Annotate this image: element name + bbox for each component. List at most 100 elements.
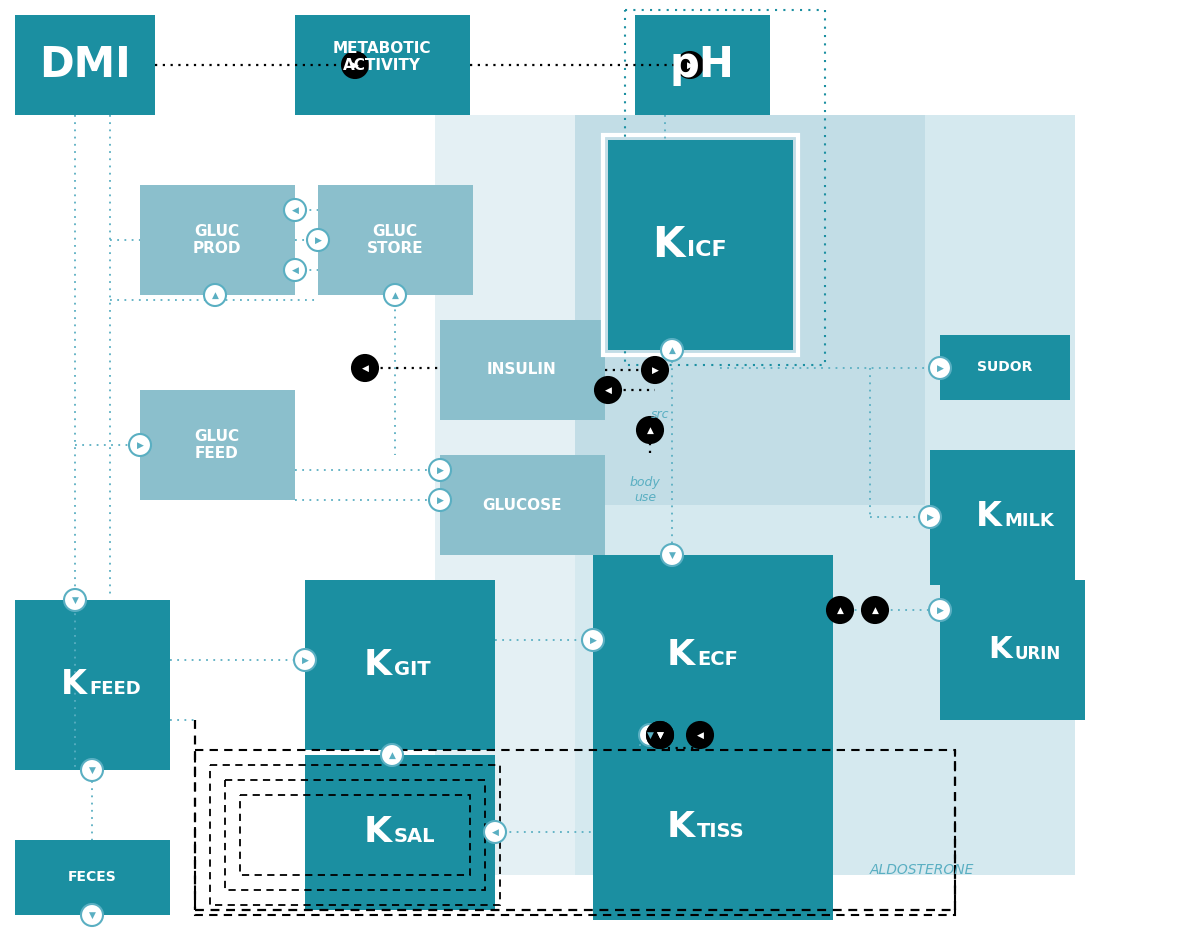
FancyBboxPatch shape — [295, 15, 470, 115]
Text: ▼: ▼ — [668, 551, 676, 559]
Text: GLUC
PROD: GLUC PROD — [193, 223, 241, 256]
FancyBboxPatch shape — [305, 580, 496, 750]
Text: ◀: ◀ — [605, 385, 612, 395]
Text: FEED: FEED — [89, 681, 140, 698]
Text: ▶: ▶ — [652, 366, 659, 375]
Circle shape — [862, 597, 888, 623]
FancyBboxPatch shape — [305, 755, 496, 910]
FancyBboxPatch shape — [593, 735, 833, 920]
Text: ▶: ▶ — [314, 236, 322, 244]
FancyBboxPatch shape — [940, 335, 1070, 400]
FancyBboxPatch shape — [14, 840, 170, 915]
Text: SAL: SAL — [394, 827, 436, 846]
Circle shape — [661, 339, 683, 361]
FancyBboxPatch shape — [930, 450, 1075, 585]
Text: K: K — [667, 638, 695, 672]
Text: K: K — [989, 636, 1012, 665]
Circle shape — [430, 489, 451, 511]
Text: ◀: ◀ — [292, 206, 299, 214]
Text: ▶: ▶ — [352, 61, 359, 69]
FancyBboxPatch shape — [635, 15, 770, 115]
FancyBboxPatch shape — [14, 600, 170, 770]
Text: body
use: body use — [630, 476, 660, 504]
Circle shape — [82, 904, 103, 926]
Circle shape — [929, 357, 952, 379]
Text: MILK: MILK — [1004, 512, 1054, 530]
Circle shape — [827, 597, 853, 623]
Circle shape — [430, 459, 451, 481]
Circle shape — [582, 629, 604, 651]
Text: ◀: ◀ — [492, 827, 498, 837]
Text: ▲: ▲ — [389, 751, 396, 759]
Text: ▶: ▶ — [137, 440, 144, 450]
FancyBboxPatch shape — [14, 15, 155, 115]
Text: ▼: ▼ — [656, 730, 664, 740]
Text: ▲: ▲ — [871, 606, 878, 614]
Text: TISS: TISS — [697, 822, 745, 842]
Text: GLUC
STORE: GLUC STORE — [367, 223, 424, 256]
Circle shape — [307, 229, 329, 251]
Text: ▼: ▼ — [72, 596, 78, 605]
Text: ▶: ▶ — [437, 466, 444, 474]
Text: ▲: ▲ — [668, 346, 676, 354]
Text: ▼: ▼ — [89, 911, 96, 919]
FancyBboxPatch shape — [575, 115, 1075, 875]
Text: ▶: ▶ — [936, 606, 943, 614]
Circle shape — [484, 821, 506, 843]
Circle shape — [384, 284, 406, 306]
Circle shape — [640, 724, 661, 746]
FancyBboxPatch shape — [436, 115, 1075, 875]
Text: ◀: ◀ — [696, 730, 703, 740]
Text: K: K — [976, 500, 1002, 534]
Text: ICF: ICF — [686, 240, 727, 261]
Text: ▶: ▶ — [437, 496, 444, 505]
Text: ▶: ▶ — [589, 636, 596, 644]
Text: K: K — [364, 648, 392, 682]
Text: URIN: URIN — [1014, 645, 1061, 663]
Text: ▶: ▶ — [926, 512, 934, 522]
Text: K: K — [61, 669, 88, 701]
Circle shape — [284, 259, 306, 281]
Text: ▼: ▼ — [656, 730, 664, 740]
Text: ▼: ▼ — [89, 766, 96, 774]
FancyBboxPatch shape — [440, 320, 605, 420]
Text: ▶: ▶ — [936, 364, 943, 372]
Circle shape — [647, 722, 673, 748]
Circle shape — [64, 589, 86, 611]
Text: GLUC
FEED: GLUC FEED — [194, 429, 240, 461]
FancyBboxPatch shape — [593, 555, 833, 755]
FancyBboxPatch shape — [140, 185, 295, 295]
Circle shape — [352, 355, 378, 381]
FancyBboxPatch shape — [140, 390, 295, 500]
Text: GIT: GIT — [394, 660, 431, 679]
Text: ▲: ▲ — [211, 291, 218, 299]
Circle shape — [929, 599, 952, 621]
Text: K: K — [364, 815, 392, 849]
Text: GLUCOSE: GLUCOSE — [482, 497, 562, 512]
Text: FECES: FECES — [67, 870, 116, 884]
Text: ▲: ▲ — [647, 425, 654, 435]
Text: SUDOR: SUDOR — [977, 360, 1033, 374]
Circle shape — [677, 52, 703, 78]
Circle shape — [661, 544, 683, 566]
Circle shape — [130, 434, 151, 456]
Circle shape — [284, 199, 306, 221]
FancyBboxPatch shape — [940, 580, 1085, 720]
Circle shape — [642, 357, 668, 383]
Text: ▶: ▶ — [686, 61, 694, 69]
Circle shape — [647, 722, 673, 748]
Text: src: src — [650, 409, 670, 422]
Text: K: K — [653, 224, 685, 266]
Circle shape — [595, 377, 622, 403]
FancyBboxPatch shape — [608, 140, 793, 350]
Circle shape — [82, 759, 103, 781]
Circle shape — [294, 649, 316, 671]
Text: pH: pH — [670, 44, 734, 86]
Circle shape — [919, 506, 941, 528]
Circle shape — [342, 52, 368, 78]
Text: METABOTIC
ACTIVITY: METABOTIC ACTIVITY — [332, 41, 431, 73]
Text: ALDOSTERONE: ALDOSTERONE — [870, 863, 974, 877]
Text: ◀: ◀ — [361, 364, 368, 372]
Circle shape — [204, 284, 226, 306]
Text: ▲: ▲ — [836, 606, 844, 614]
